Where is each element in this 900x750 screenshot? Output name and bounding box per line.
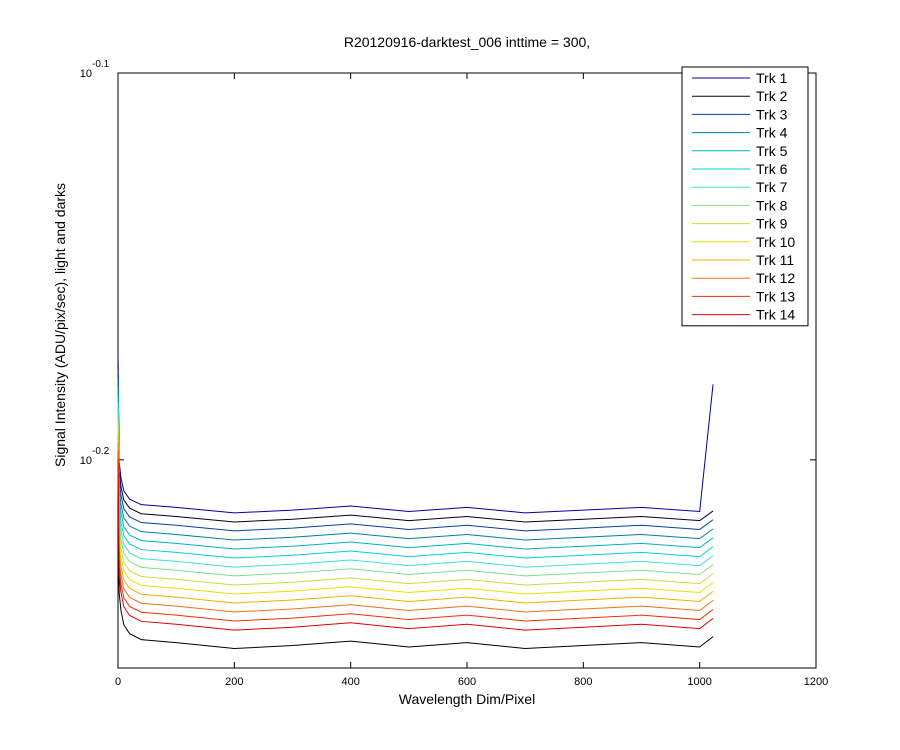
legend-label: Trk 13 [756, 288, 795, 304]
legend-label: Trk 11 [756, 252, 794, 268]
series-line [117, 442, 714, 613]
series-line [117, 434, 714, 604]
legend-label: Trk 10 [756, 234, 795, 250]
y-tick-exponent: -0.2 [92, 446, 110, 457]
legend-label: Trk 4 [756, 125, 788, 141]
legend-label: Trk 9 [756, 216, 788, 232]
x-tick-label: 0 [115, 676, 121, 688]
series-line [117, 402, 714, 568]
legend-label: Trk 7 [756, 179, 788, 195]
x-axis-label: Wavelength Dim/Pixel [399, 691, 535, 707]
series-line [117, 418, 714, 586]
series-line [117, 353, 714, 514]
y-axis-label: Signal Intensity (ADU/pix/sec), light an… [52, 183, 68, 467]
legend-label: Trk 8 [756, 197, 788, 213]
legend-label: Trk 12 [756, 270, 795, 286]
y-tick-label: 10 [80, 68, 92, 80]
legend-label: Trk 6 [756, 161, 788, 177]
chart-title: R20120916-darktest_006 inttime = 300, [344, 34, 590, 50]
series-line [117, 385, 714, 550]
series-line [117, 361, 714, 523]
legend-label: Trk 2 [756, 88, 788, 104]
x-tick-label: 600 [458, 676, 476, 688]
series-line [117, 451, 714, 622]
series-line [117, 426, 714, 595]
legend-label: Trk 14 [756, 307, 795, 323]
x-tick-label: 400 [341, 676, 359, 688]
series-line [117, 394, 714, 559]
series-line [117, 377, 714, 541]
x-tick-label: 1000 [687, 676, 711, 688]
y-tick-label: 10 [80, 455, 92, 467]
series-line [117, 475, 714, 650]
series-line [117, 410, 714, 577]
y-tick-exponent: -0.1 [92, 59, 110, 70]
legend-label: Trk 3 [756, 106, 788, 122]
x-tick-label: 1200 [804, 676, 828, 688]
legend-label: Trk 1 [756, 70, 788, 86]
x-tick-label: 800 [574, 676, 592, 688]
x-tick-label: 200 [225, 676, 243, 688]
series-line [117, 459, 714, 631]
legend-label: Trk 5 [756, 143, 788, 159]
legend-box [681, 66, 809, 327]
series-line [117, 369, 714, 532]
